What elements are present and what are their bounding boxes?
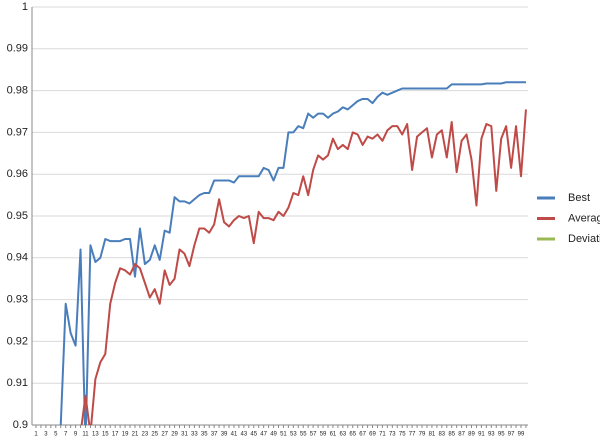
x-tick-label: 21 bbox=[132, 432, 139, 438]
x-tick-label: 29 bbox=[171, 432, 178, 438]
y-tick-label: 0.97 bbox=[7, 126, 28, 138]
x-tick-label: 87 bbox=[458, 432, 465, 438]
x-tick-label: 91 bbox=[478, 432, 485, 438]
x-tick-label: 11 bbox=[82, 432, 89, 438]
x-tick-label: 27 bbox=[161, 432, 168, 438]
x-tick-label: 51 bbox=[280, 432, 287, 438]
x-tick-label: 41 bbox=[231, 432, 238, 438]
line bbox=[59, 81, 526, 425]
x-tick-label: 13 bbox=[92, 432, 99, 438]
x-tick-label: 33 bbox=[191, 432, 198, 438]
legend-label: Deviation bbox=[568, 233, 600, 245]
x-tick-label: 89 bbox=[468, 432, 475, 438]
x-tick-label: 15 bbox=[102, 432, 109, 438]
y-tick-label: 0.93 bbox=[7, 294, 28, 306]
x-tick-label: 37 bbox=[211, 432, 218, 438]
x-tick-label: 3 bbox=[44, 432, 48, 438]
x-tick-label: 75 bbox=[399, 432, 406, 438]
x-tick-label: 45 bbox=[250, 432, 257, 438]
x-tick-label: 97 bbox=[508, 432, 515, 438]
y-tick-label: 0.92 bbox=[7, 335, 28, 347]
x-tick-label: 77 bbox=[409, 432, 416, 438]
x-tick-label: 1 bbox=[34, 432, 38, 438]
x-tick-label: 55 bbox=[300, 432, 307, 438]
y-tick-label: 0.91 bbox=[7, 377, 28, 389]
x-tick-label: 5 bbox=[54, 432, 58, 438]
x-tick-label: 53 bbox=[290, 432, 297, 438]
y-tick-label: 0.95 bbox=[7, 210, 28, 222]
x-tick-label: 99 bbox=[518, 432, 525, 438]
y-tick-label: 0.98 bbox=[7, 85, 28, 97]
legend-label: Average bbox=[568, 212, 600, 224]
x-tick-label: 43 bbox=[241, 432, 248, 438]
y-tick-label: 1 bbox=[22, 1, 28, 13]
x-tick-label: 63 bbox=[339, 432, 346, 438]
x-tick-label: 31 bbox=[181, 432, 188, 438]
x-tick-label: 81 bbox=[429, 432, 436, 438]
x-tick-label: 71 bbox=[379, 432, 386, 438]
x-tick-label: 73 bbox=[389, 432, 396, 438]
x-tick-label: 49 bbox=[270, 432, 277, 438]
x-tick-label: 17 bbox=[112, 432, 119, 438]
y-tick-label: 0.94 bbox=[7, 252, 28, 264]
y-tick-label: 0.99 bbox=[7, 43, 28, 55]
x-tick-label: 93 bbox=[488, 432, 495, 438]
x-tick-label: 59 bbox=[320, 432, 327, 438]
y-tick-label: 0.96 bbox=[7, 168, 28, 180]
x-tick-label: 7 bbox=[64, 432, 68, 438]
legend-label: Best bbox=[568, 192, 590, 204]
x-tick-label: 35 bbox=[201, 432, 208, 438]
x-tick-label: 23 bbox=[142, 432, 149, 438]
x-tick-label: 9 bbox=[74, 432, 78, 438]
x-tick-label: 57 bbox=[310, 432, 317, 438]
x-tick-label: 61 bbox=[330, 432, 337, 438]
x-tick-label: 25 bbox=[151, 432, 158, 438]
line bbox=[80, 109, 527, 425]
x-tick-label: 47 bbox=[260, 432, 267, 438]
x-tick-label: 67 bbox=[359, 432, 366, 438]
plot-area bbox=[59, 81, 527, 425]
x-tick-label: 79 bbox=[419, 432, 426, 438]
x-tick-label: 19 bbox=[122, 432, 129, 438]
x-tick-label: 95 bbox=[498, 432, 505, 438]
x-tick-label: 83 bbox=[438, 432, 445, 438]
y-tick-label: 0.9 bbox=[13, 419, 28, 431]
x-tick-label: 85 bbox=[448, 432, 455, 438]
x-tick-label: 65 bbox=[349, 432, 356, 438]
x-tick-label: 69 bbox=[369, 432, 376, 438]
x-tick-label: 39 bbox=[221, 432, 228, 438]
